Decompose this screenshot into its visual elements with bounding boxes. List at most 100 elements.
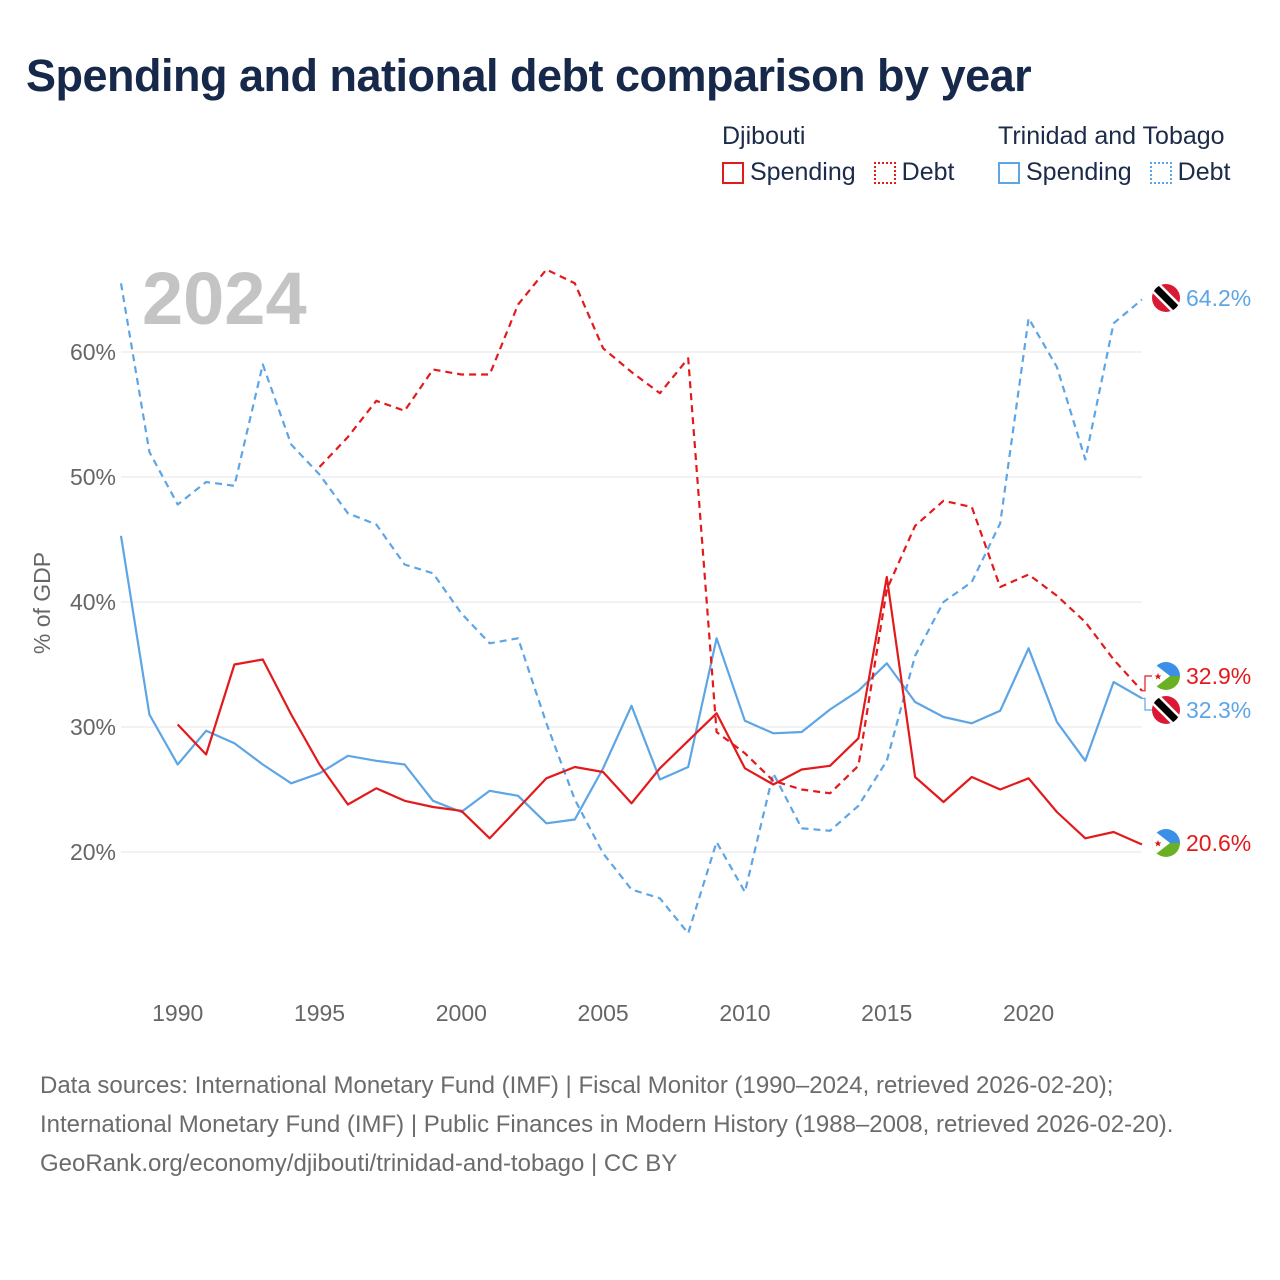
data-point xyxy=(771,771,775,775)
data-point xyxy=(941,800,945,804)
x-tick-label: 2000 xyxy=(436,1000,487,1026)
data-point xyxy=(119,534,123,538)
data-point xyxy=(289,781,293,785)
legend-group-name: Trinidad and Tobago xyxy=(998,122,1225,150)
data-point xyxy=(204,480,208,484)
data-point xyxy=(800,788,804,792)
data-point xyxy=(1083,759,1087,763)
data-point xyxy=(516,303,520,307)
data-point xyxy=(374,523,378,527)
solid-line-swatch-icon xyxy=(998,161,1020,184)
data-point xyxy=(1055,720,1059,724)
data-point xyxy=(715,840,719,844)
data-point xyxy=(459,373,463,377)
data-point xyxy=(232,663,236,667)
data-point xyxy=(686,765,690,769)
end-label-connector xyxy=(1142,697,1152,711)
legend-djibouti: Djibouti Spending Debt xyxy=(722,122,954,187)
data-point xyxy=(913,524,917,528)
data-point xyxy=(630,370,634,374)
data-point xyxy=(573,765,577,769)
data-point xyxy=(828,829,832,833)
data-point xyxy=(601,346,605,350)
legend-trinidad-spending[interactable]: Spending xyxy=(998,158,1132,187)
x-tick-label: 2015 xyxy=(861,1000,912,1026)
end-value-label: 20.6% xyxy=(1186,830,1251,856)
data-point xyxy=(261,363,265,367)
end-label-connector xyxy=(1142,675,1152,692)
data-point xyxy=(318,763,322,767)
data-point xyxy=(232,484,236,488)
data-point xyxy=(204,729,208,733)
legend-label: Debt xyxy=(1177,158,1231,186)
data-point xyxy=(998,709,1002,713)
data-point xyxy=(459,809,463,813)
credit-link[interactable]: GeoRank.org/economy/djibouti/trinidad-an… xyxy=(40,1150,678,1177)
x-tick-label: 2020 xyxy=(1003,1000,1054,1026)
y-tick-label: 50% xyxy=(70,464,116,490)
end-value-label: 32.9% xyxy=(1186,663,1251,689)
data-point xyxy=(970,721,974,725)
data-point xyxy=(630,704,634,708)
data-point xyxy=(743,766,747,770)
data-point xyxy=(913,775,917,779)
data-point xyxy=(1027,316,1031,320)
data-point xyxy=(856,736,860,740)
page-title: Spending and national debt comparison by… xyxy=(26,50,1032,101)
data-point xyxy=(1083,836,1087,840)
data-point xyxy=(771,783,775,787)
data-point xyxy=(176,723,180,727)
series-line-djibouti-spending[interactable] xyxy=(176,575,1143,846)
data-point xyxy=(488,836,492,840)
data-point xyxy=(715,730,719,734)
data-point xyxy=(318,771,322,775)
data-point xyxy=(1027,573,1031,577)
y-axis-label: % of GDP xyxy=(29,552,55,654)
data-point xyxy=(1083,620,1087,624)
data-point xyxy=(970,505,974,509)
data-point xyxy=(658,766,662,770)
end-value-label: 32.3% xyxy=(1186,697,1251,723)
footer: Data sources: International Monetary Fun… xyxy=(40,1066,1240,1183)
data-point xyxy=(261,763,265,767)
x-tick-label: 1995 xyxy=(294,1000,345,1026)
data-point xyxy=(913,654,917,658)
data-point xyxy=(1027,646,1031,650)
x-tick-label: 1990 xyxy=(152,1000,203,1026)
series-line-djibouti-debt[interactable] xyxy=(318,268,1143,795)
djibouti-flag-icon xyxy=(1152,829,1180,857)
series-line-trinidad-and-tobago-spending[interactable] xyxy=(119,535,1143,825)
data-point xyxy=(488,641,492,645)
data-point xyxy=(318,473,322,477)
data-point xyxy=(686,931,690,935)
data-point xyxy=(715,711,719,715)
data-point xyxy=(743,751,747,755)
data-point xyxy=(232,741,236,745)
data-point xyxy=(346,511,350,515)
legend-djibouti-spending[interactable]: Spending xyxy=(722,158,856,187)
data-point xyxy=(913,700,917,704)
dotted-line-swatch-icon xyxy=(873,161,896,184)
data-point xyxy=(686,356,690,360)
series-line-trinidad-and-tobago-debt[interactable] xyxy=(119,283,1143,935)
x-tick-label: 2010 xyxy=(719,1000,770,1026)
data-sources: Data sources: International Monetary Fun… xyxy=(40,1072,1174,1138)
data-point xyxy=(459,611,463,615)
djibouti-flag-icon xyxy=(1152,662,1180,690)
data-point xyxy=(828,708,832,712)
legend-djibouti-debt[interactable]: Debt xyxy=(873,158,954,187)
data-point xyxy=(516,636,520,640)
legend-trinidad-debt[interactable]: Debt xyxy=(1149,158,1231,187)
data-point xyxy=(488,373,492,377)
data-point xyxy=(856,689,860,693)
legend-trinidad: Trinidad and Tobago Spending Debt xyxy=(998,122,1230,187)
data-point xyxy=(346,435,350,439)
data-point xyxy=(289,443,293,447)
data-point xyxy=(403,409,407,413)
data-point xyxy=(941,600,945,604)
data-point xyxy=(601,766,605,770)
data-point xyxy=(1112,830,1116,834)
data-point xyxy=(516,794,520,798)
solid-line-swatch-icon xyxy=(722,161,744,184)
data-point xyxy=(573,818,577,822)
